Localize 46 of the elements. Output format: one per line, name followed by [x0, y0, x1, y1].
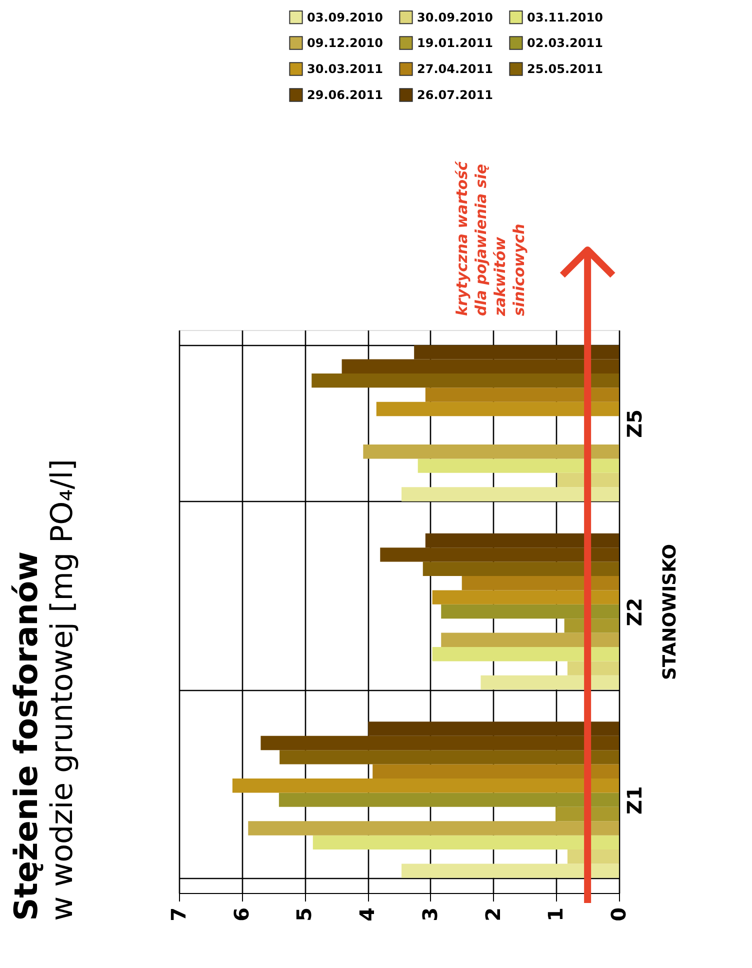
bar [312, 835, 619, 850]
x-tick-label: 2 [480, 908, 505, 922]
bar [418, 458, 619, 473]
legend-label: 09.12.2010 [307, 36, 383, 50]
legend-label: 30.03.2011 [307, 62, 383, 76]
y-axis-title: STANOWISKO [660, 544, 680, 680]
x-tick-label: 0 [606, 908, 630, 922]
bar [402, 487, 619, 502]
text: Stężenie fosforanów [7, 551, 45, 921]
bar [280, 750, 619, 764]
x-tick-label: 7 [166, 908, 190, 922]
x-tick-label: 6 [229, 908, 254, 922]
bar [278, 792, 619, 807]
bar [376, 402, 619, 416]
bar [441, 604, 619, 619]
bar [232, 778, 619, 793]
x-tick-label: 1 [544, 908, 568, 922]
legend-label: 27.04.2011 [417, 62, 493, 76]
text: w wodzie gruntowej [mg PO₄/l] [45, 459, 80, 921]
bar [480, 675, 619, 690]
bar [363, 444, 619, 459]
legend-label: 19.01.2011 [417, 36, 493, 50]
bar [402, 864, 619, 878]
legend-label: 25.05.2011 [527, 62, 603, 76]
bar [248, 821, 619, 836]
bar [432, 590, 619, 604]
legend-label: 30.09.2010 [417, 10, 493, 24]
bar [422, 562, 619, 576]
bar [462, 576, 619, 590]
legend-label: 03.11.2010 [527, 10, 603, 24]
y-tick-label: Z5 [622, 409, 646, 438]
ref-line-label: krytyczna wartość dla pojawienia się zakwitów sinicowych [453, 160, 528, 317]
bar [372, 764, 619, 778]
bar [425, 388, 619, 402]
bar [312, 373, 619, 388]
bar [432, 647, 619, 662]
legend-label: 26.07.2011 [417, 88, 493, 102]
x-tick-label: 3 [418, 908, 442, 922]
x-tick-label: 5 [292, 908, 316, 922]
x-tick-label: 4 [355, 908, 380, 922]
bar [441, 632, 619, 648]
legend-label: 29.06.2011 [307, 88, 383, 102]
legend-label: 02.03.2011 [527, 36, 603, 50]
y-tick-label: Z2 [622, 598, 646, 626]
y-tick-label: Z1 [622, 786, 646, 815]
legend-label: 03.09.2010 [307, 10, 383, 24]
